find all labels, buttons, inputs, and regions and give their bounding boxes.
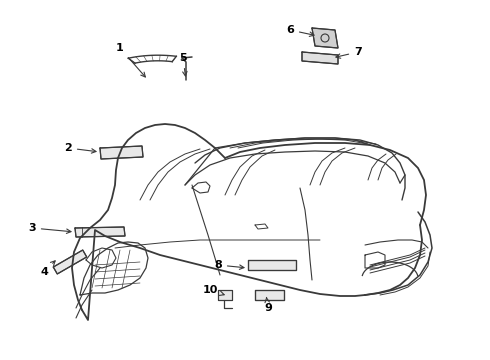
- Text: 4: 4: [40, 261, 55, 277]
- Text: 1: 1: [116, 43, 146, 77]
- Text: 9: 9: [264, 297, 272, 313]
- Polygon shape: [100, 146, 143, 159]
- Polygon shape: [248, 260, 296, 270]
- Text: 10: 10: [202, 285, 224, 296]
- Text: 3: 3: [28, 223, 71, 233]
- Text: 2: 2: [64, 143, 96, 153]
- Text: 7: 7: [336, 47, 362, 58]
- Polygon shape: [75, 227, 125, 237]
- Polygon shape: [302, 52, 338, 64]
- Text: 8: 8: [214, 260, 244, 270]
- Polygon shape: [312, 28, 338, 48]
- Text: 6: 6: [286, 25, 314, 36]
- Polygon shape: [53, 250, 87, 274]
- Polygon shape: [218, 290, 232, 300]
- Polygon shape: [255, 290, 284, 300]
- Text: 5: 5: [179, 53, 187, 76]
